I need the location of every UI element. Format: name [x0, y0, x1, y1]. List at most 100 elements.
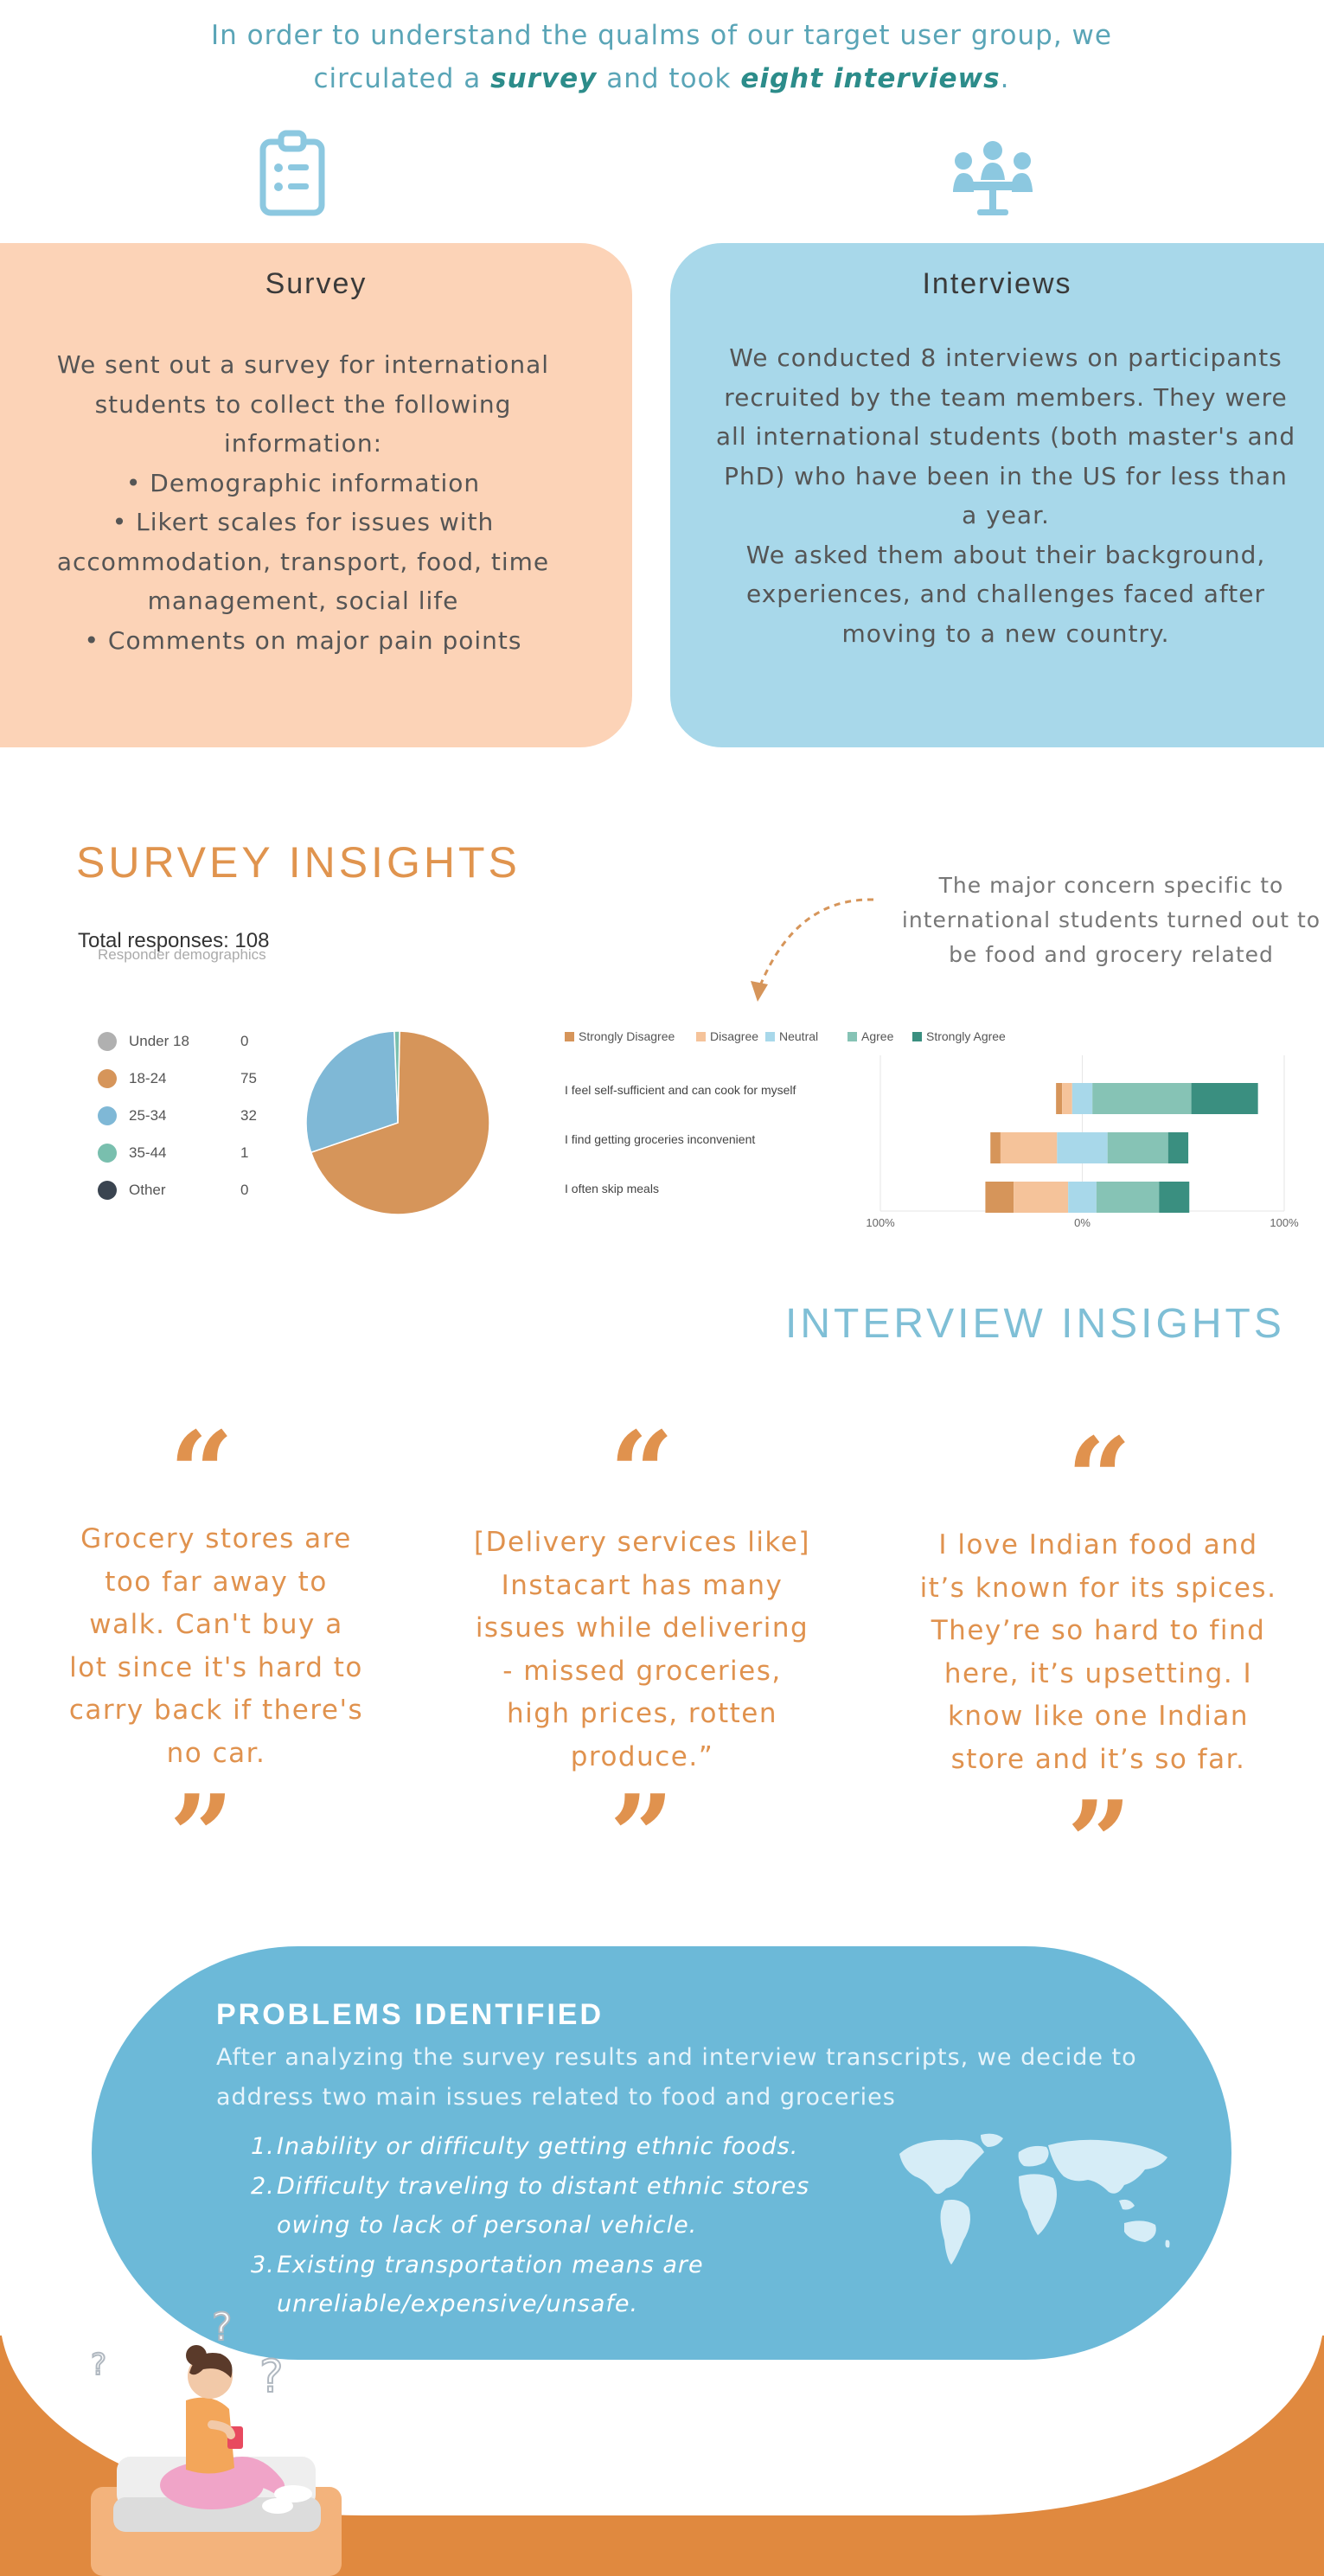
- quote-line: lot since it's hard to: [69, 1651, 363, 1683]
- likert-bar-segment: [1107, 1132, 1168, 1163]
- likert-bar-segment: [1191, 1083, 1258, 1114]
- likert-legend-swatch: [696, 1032, 706, 1041]
- close-quote-icon: ”: [1066, 1776, 1132, 1908]
- quote-line: know like one Indian: [947, 1701, 1250, 1732]
- intro-interviews-emphasis: eight interviews: [740, 63, 1001, 94]
- legend-value: 32: [240, 1107, 257, 1124]
- quote-line: produce.”: [570, 1740, 714, 1772]
- interviews-paragraph-2: We asked them about their background, ex…: [745, 540, 1266, 648]
- likert-legend-item: Strongly Agree: [912, 1029, 1006, 1043]
- svg-text:?: ?: [259, 2351, 284, 2403]
- legend-label: 25-34: [129, 1107, 167, 1124]
- problem-number: 3.: [251, 2251, 275, 2278]
- quote-2: [Delivery services like] Instacart has m…: [458, 1522, 826, 1778]
- svg-text:?: ?: [91, 2348, 106, 2382]
- quote-line: it’s known for its spices.: [919, 1572, 1277, 1604]
- likert-legend-swatch: [765, 1032, 775, 1041]
- likert-bar-segment: [1057, 1132, 1108, 1163]
- intro-line-2-post: .: [1000, 63, 1010, 94]
- quote-line: issues while delivering: [475, 1612, 809, 1644]
- problems-list: 1. Inability or difficulty getting ethni…: [251, 2127, 856, 2324]
- problem-line: owing to lack of personal vehicle.: [277, 2212, 698, 2239]
- likert-bar-segment: [1056, 1083, 1063, 1114]
- quote-3: I love Indian food and it’s known for it…: [899, 1524, 1297, 1781]
- demographics-pie-chart: [305, 1030, 490, 1215]
- interviews-paragraph-1: We conducted 8 interviews on participant…: [715, 343, 1296, 529]
- total-responses: Total responses: 108: [78, 929, 270, 952]
- legend-dot: [98, 1106, 117, 1125]
- problem-line: Difficulty traveling to distant ethnic s…: [277, 2172, 810, 2200]
- likert-legend-item: Agree: [847, 1029, 893, 1043]
- likert-legend-label: Strongly Agree: [926, 1029, 1006, 1043]
- quote-line: I love Indian food and: [938, 1529, 1258, 1560]
- pie-slice: [310, 1030, 490, 1215]
- problem-line: unreliable/expensive/unsafe.: [277, 2291, 639, 2317]
- legend-value: 0: [240, 1033, 249, 1049]
- problem-number: 2.: [251, 2172, 275, 2200]
- likert-bar-segment: [990, 1132, 1001, 1163]
- legend-label: Other: [129, 1182, 166, 1198]
- problem-number: 1.: [251, 2133, 275, 2160]
- legend-label: 35-44: [129, 1144, 167, 1161]
- legend-label: Under 18: [129, 1033, 189, 1049]
- survey-bullet: Demographic information: [26, 464, 580, 503]
- intro-line-2-pre: circulated a: [313, 63, 491, 94]
- quote-line: carry back if there's: [68, 1695, 364, 1726]
- dashed-arrow: [751, 898, 874, 1002]
- open-quote-icon: “: [1066, 1413, 1132, 1545]
- likert-legend-label: Agree: [861, 1029, 894, 1043]
- x-tick-label: 100%: [866, 1216, 895, 1228]
- pie-slice: [305, 1030, 399, 1154]
- likert-bar-segment: [1071, 1083, 1093, 1114]
- likert-bar-segment: [985, 1182, 1014, 1213]
- problems-description: After analyzing the survey results and i…: [216, 2044, 1137, 2111]
- likert-legend-swatch: [912, 1032, 922, 1041]
- quote-line: walk. Can't buy a: [89, 1609, 343, 1640]
- intro-text: In order to understand the qualms of our…: [104, 14, 1219, 100]
- quote-line: Grocery stores are: [80, 1523, 352, 1554]
- problems-identified-title: PROBLEMS IDENTIFIED: [216, 1998, 604, 2031]
- problem-item: 2. Difficulty traveling to distant ethni…: [251, 2167, 856, 2246]
- likert-bar-segment: [1068, 1182, 1097, 1213]
- likert-bar-segment: [1000, 1132, 1058, 1163]
- open-quote-icon: “: [609, 1407, 675, 1539]
- likert-bar-segment: [1062, 1083, 1072, 1114]
- legend-dot: [98, 1181, 117, 1200]
- legend-dot: [98, 1032, 117, 1051]
- likert-bar-segment: [1092, 1083, 1192, 1114]
- survey-intro-text: We sent out a survey for international s…: [56, 350, 550, 458]
- girl-with-phone-illustration: ? ? ?: [90, 2305, 342, 2576]
- likert-legend-swatch: [847, 1032, 857, 1041]
- quote-line: Instacart has many: [501, 1569, 784, 1601]
- likert-diverging-bar-chart: 100% 0% 100%: [866, 1055, 1299, 1228]
- interview-insights-title: INTERVIEW INSIGHTS: [785, 1301, 1285, 1347]
- likert-question-label: I often skip meals: [565, 1182, 659, 1195]
- survey-panel: Survey We sent out a survey for internat…: [0, 243, 632, 747]
- survey-bullet: Likert scales for issues with accommodat…: [26, 503, 580, 621]
- quote-1: Grocery stores are too far away to walk.…: [35, 1518, 398, 1775]
- svg-text:?: ?: [212, 2305, 232, 2349]
- likert-question-label: I find getting groceries inconvenient: [565, 1132, 756, 1146]
- intro-line-2: circulated a survey and took eight inter…: [104, 57, 1219, 100]
- quote-line: no car.: [166, 1737, 266, 1769]
- likert-bar-segment: [1096, 1182, 1160, 1213]
- quote-line: here, it’s upsetting. I: [943, 1657, 1253, 1689]
- pie-legend-row: 35-44 1: [95, 1141, 268, 1178]
- likert-question-label: I feel self-sufficient and can cook for …: [565, 1083, 796, 1097]
- quote-line: - missed groceries,: [502, 1655, 782, 1687]
- problem-item: 1. Inability or difficulty getting ethni…: [251, 2127, 856, 2167]
- likert-legend-item: Strongly Disagree: [565, 1029, 675, 1043]
- legend-dot: [98, 1069, 117, 1088]
- likert-bar-segment: [1014, 1182, 1069, 1213]
- quote-line: [Delivery services like]: [474, 1527, 810, 1558]
- close-quote-icon: ”: [169, 1770, 234, 1902]
- survey-insights-title: SURVEY INSIGHTS: [76, 838, 521, 887]
- likert-legend-label: Neutral: [779, 1029, 819, 1043]
- responder-demographics-label: Responder demographics: [98, 946, 266, 963]
- x-tick-label: 100%: [1270, 1216, 1299, 1228]
- likert-legend-label: Strongly Disagree: [579, 1029, 675, 1043]
- interviews-panel-body: We conducted 8 interviews on participant…: [713, 338, 1298, 653]
- quote-line: They’re so hard to find: [931, 1615, 1266, 1646]
- interviews-panel-title: Interviews: [922, 267, 1072, 300]
- likert-bar-segment: [1167, 1132, 1189, 1163]
